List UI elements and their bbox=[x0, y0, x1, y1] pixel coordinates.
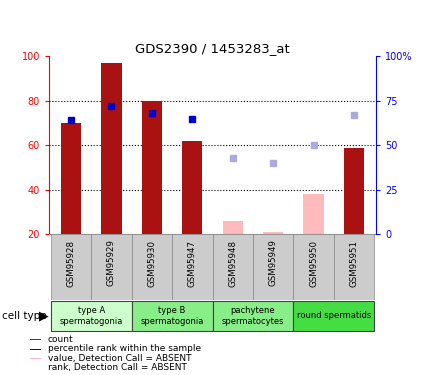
Text: pachytene
spermatocytes: pachytene spermatocytes bbox=[222, 306, 284, 326]
Bar bbox=[182, 141, 202, 234]
Bar bbox=[61, 123, 81, 234]
Text: type B
spermatogonia: type B spermatogonia bbox=[140, 306, 204, 326]
Text: percentile rank within the sample: percentile rank within the sample bbox=[48, 344, 201, 353]
Bar bbox=[223, 221, 243, 234]
Bar bbox=[51, 301, 132, 331]
Bar bbox=[253, 234, 293, 300]
Text: GSM95950: GSM95950 bbox=[309, 240, 318, 286]
Bar bbox=[334, 234, 374, 300]
Bar bbox=[263, 232, 283, 234]
Bar bbox=[102, 63, 122, 234]
Text: count: count bbox=[48, 335, 73, 344]
Bar bbox=[212, 234, 253, 300]
Bar bbox=[30, 368, 41, 369]
Bar bbox=[132, 234, 172, 300]
Bar bbox=[91, 234, 132, 300]
Bar bbox=[212, 301, 293, 331]
Text: GSM95948: GSM95948 bbox=[228, 240, 237, 286]
Bar bbox=[30, 339, 41, 340]
Bar bbox=[30, 349, 41, 350]
Bar bbox=[51, 234, 91, 300]
Bar bbox=[30, 358, 41, 359]
Text: type A
spermatogonia: type A spermatogonia bbox=[60, 306, 123, 326]
Bar bbox=[142, 101, 162, 234]
Text: GSM95947: GSM95947 bbox=[188, 240, 197, 286]
Text: cell type: cell type bbox=[2, 311, 47, 321]
Title: GDS2390 / 1453283_at: GDS2390 / 1453283_at bbox=[135, 42, 290, 55]
Text: GSM95930: GSM95930 bbox=[147, 240, 156, 286]
Bar bbox=[293, 301, 374, 331]
Text: round spermatids: round spermatids bbox=[297, 311, 371, 320]
Text: value, Detection Call = ABSENT: value, Detection Call = ABSENT bbox=[48, 354, 191, 363]
Text: rank, Detection Call = ABSENT: rank, Detection Call = ABSENT bbox=[48, 363, 187, 372]
Bar bbox=[172, 234, 212, 300]
Bar bbox=[293, 234, 334, 300]
Bar bbox=[344, 147, 364, 234]
Bar bbox=[303, 194, 323, 234]
Bar bbox=[132, 301, 212, 331]
Text: ▶: ▶ bbox=[39, 309, 49, 322]
Text: GSM95929: GSM95929 bbox=[107, 240, 116, 286]
Text: GSM95951: GSM95951 bbox=[349, 240, 358, 286]
Text: GSM95949: GSM95949 bbox=[269, 240, 278, 286]
Text: GSM95928: GSM95928 bbox=[67, 240, 76, 286]
